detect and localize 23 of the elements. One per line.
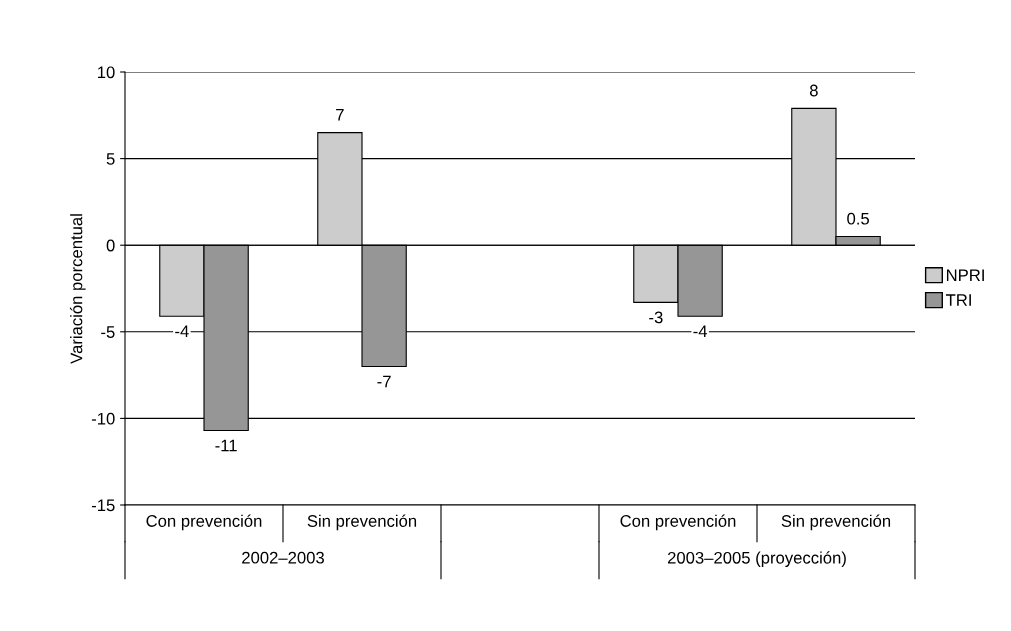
x-tick-label: Sin prevención bbox=[307, 514, 417, 531]
data-label: -4 bbox=[693, 325, 708, 337]
text: 2002–2003 bbox=[242, 551, 324, 564]
data-label: -4 bbox=[175, 325, 189, 337]
y-tick-label: -10 bbox=[91, 412, 115, 425]
data-label: 8 bbox=[809, 84, 818, 97]
y-tick-label: 10 bbox=[98, 66, 115, 79]
x-tick-label: Con prevención bbox=[620, 514, 736, 531]
x-tick-label: Sin prevención bbox=[781, 514, 891, 531]
data-label: 7 bbox=[336, 109, 344, 121]
data-label: -7 bbox=[377, 375, 391, 388]
y-tick-label: 0 bbox=[106, 239, 115, 252]
legend-label: TRI bbox=[945, 294, 971, 306]
data-label: -3 bbox=[649, 311, 663, 324]
x-tick-label: Con prevención bbox=[146, 514, 262, 531]
y-axis-title: Variación porcentual bbox=[69, 214, 86, 364]
data-label: -11 bbox=[215, 439, 237, 452]
legend-label: NPRI bbox=[946, 269, 984, 281]
data-label: 0.5 bbox=[847, 212, 870, 225]
y-tick-label: 5 bbox=[106, 153, 115, 165]
text: 2003–2005 (proyección) bbox=[667, 551, 846, 567]
y-tick-label: -15 bbox=[91, 499, 115, 512]
y-tick-label: -5 bbox=[101, 326, 115, 338]
